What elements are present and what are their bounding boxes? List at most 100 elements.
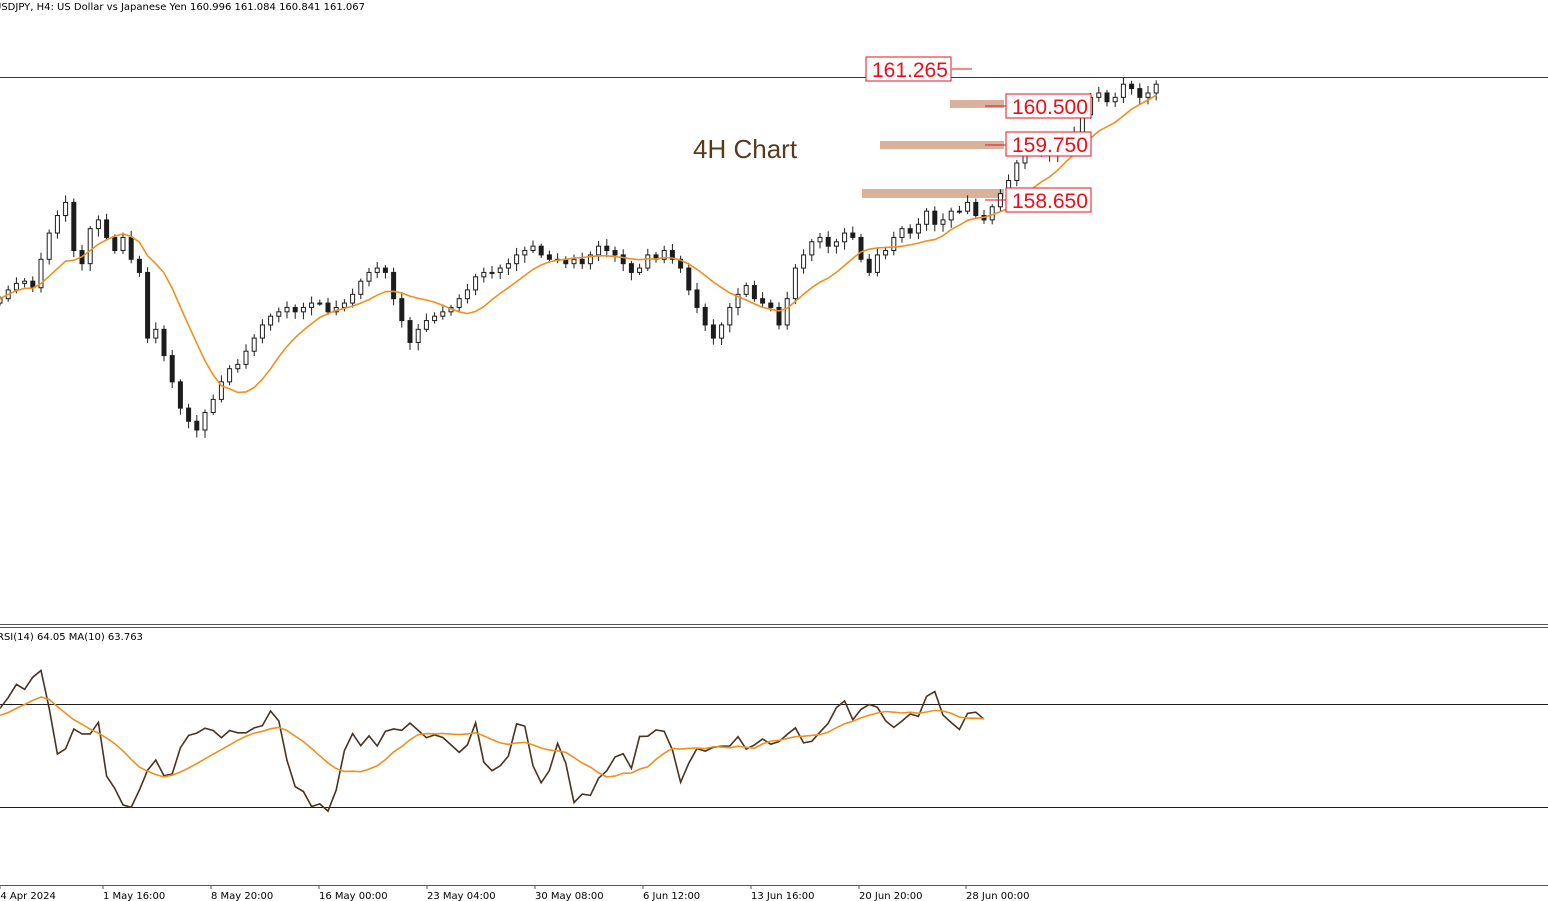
candle-body bbox=[546, 254, 552, 260]
time-tick-label: 13 Jun 16:00 bbox=[751, 891, 815, 901]
candle-body bbox=[751, 285, 757, 300]
candle-body bbox=[645, 254, 651, 269]
candle-body bbox=[300, 306, 306, 313]
chart-annotation: 4H Chart bbox=[693, 134, 798, 164]
candle-body bbox=[891, 236, 897, 252]
candle-body bbox=[95, 219, 101, 230]
candle-body bbox=[669, 250, 675, 260]
candle-body bbox=[63, 201, 69, 217]
level-label-160500: 160.500 bbox=[1012, 96, 1088, 119]
candle-body bbox=[284, 306, 290, 313]
candle-body bbox=[440, 311, 446, 317]
candle-body bbox=[538, 245, 544, 256]
candle-body bbox=[227, 368, 233, 383]
candle-body bbox=[251, 337, 257, 352]
candle-body bbox=[686, 267, 692, 291]
level-band-158650 bbox=[862, 189, 1004, 198]
candle-body bbox=[382, 267, 388, 273]
candle-body bbox=[399, 298, 405, 322]
candle-body bbox=[850, 232, 856, 238]
candle-body bbox=[350, 293, 356, 304]
candle-body bbox=[276, 311, 282, 317]
candle-body bbox=[87, 228, 93, 265]
candle-body bbox=[136, 258, 142, 273]
rsi-indicator-label: RSI(14) 64.05 MA(10) 63.763 bbox=[0, 632, 143, 643]
level-band-160500 bbox=[950, 100, 1004, 108]
candle-body bbox=[1145, 92, 1151, 98]
candle-body bbox=[743, 285, 749, 295]
time-tick-label: 8 May 20:00 bbox=[211, 891, 273, 901]
candle-body bbox=[858, 236, 864, 260]
candle-body bbox=[464, 289, 470, 300]
candle-body bbox=[423, 320, 429, 330]
candle-body bbox=[760, 298, 766, 304]
time-tick-label: 24 Apr 2024 bbox=[0, 891, 56, 901]
candle-body bbox=[374, 267, 380, 273]
candle-body bbox=[210, 398, 216, 413]
price-ma-line bbox=[0, 94, 1157, 394]
candle-body bbox=[530, 245, 536, 252]
candle-body bbox=[719, 324, 725, 339]
candle-body bbox=[71, 201, 77, 252]
candle-body bbox=[358, 280, 364, 295]
candle-body bbox=[604, 245, 610, 252]
candle-body bbox=[505, 263, 511, 269]
candle-body bbox=[792, 267, 798, 300]
candle-body bbox=[481, 271, 487, 278]
candle-body bbox=[177, 381, 183, 409]
candle-body bbox=[817, 236, 823, 243]
candle-body bbox=[38, 258, 44, 289]
candle-body bbox=[194, 420, 200, 431]
candle-body bbox=[907, 228, 913, 234]
candle-body bbox=[768, 302, 774, 308]
candle-body bbox=[456, 298, 462, 308]
candle-body bbox=[866, 258, 872, 273]
candle-body bbox=[104, 219, 110, 238]
candle-body bbox=[54, 215, 60, 234]
rsi-ma-line bbox=[0, 696, 985, 778]
candle-body bbox=[587, 254, 593, 265]
candle-body bbox=[612, 250, 618, 256]
candle-body bbox=[46, 232, 52, 260]
candle-body bbox=[243, 350, 249, 365]
candle-body bbox=[145, 271, 151, 339]
candle-body bbox=[366, 271, 372, 282]
candle-body bbox=[801, 254, 807, 269]
candle-body bbox=[710, 324, 716, 339]
level-box-159750 bbox=[1005, 131, 1092, 157]
candle-body bbox=[661, 250, 667, 260]
time-tick-label: 1 May 16:00 bbox=[103, 891, 165, 901]
candle-body bbox=[940, 219, 946, 225]
candle-body bbox=[473, 276, 479, 291]
candle-body bbox=[735, 293, 741, 308]
candlestick-series bbox=[0, 77, 1159, 438]
symbol-header: USDJPY, H4: US Dollar vs Japanese Yen 16… bbox=[0, 2, 365, 13]
candle-body bbox=[407, 320, 413, 343]
candle-body bbox=[341, 302, 347, 308]
level-box-158650 bbox=[1005, 187, 1092, 213]
candle-body bbox=[833, 241, 839, 247]
candle-body bbox=[776, 306, 782, 326]
time-tick-label: 6 Jun 12:00 bbox=[643, 891, 700, 901]
candle-body bbox=[579, 258, 585, 265]
candle-body bbox=[112, 236, 118, 252]
candle-body bbox=[932, 210, 938, 225]
candle-body bbox=[128, 236, 134, 260]
candle-body bbox=[956, 210, 962, 213]
candle-body bbox=[596, 245, 602, 256]
candle-body bbox=[169, 355, 175, 383]
candle-body bbox=[965, 201, 971, 212]
candle-body bbox=[202, 411, 208, 431]
candle-body bbox=[259, 324, 265, 339]
candle-body bbox=[628, 263, 634, 273]
time-axis: 24 Apr 2024 1 May 16:00 8 May 20:00 16 May … bbox=[0, 885, 1030, 901]
candle-body bbox=[268, 315, 274, 326]
candle-body bbox=[727, 306, 733, 326]
time-tick-label: 28 Jun 00:00 bbox=[966, 891, 1030, 901]
candle-body bbox=[1120, 83, 1126, 98]
candle-body bbox=[325, 302, 331, 313]
candle-body bbox=[317, 302, 323, 305]
candle-body bbox=[899, 228, 905, 238]
candle-body bbox=[497, 267, 503, 273]
candle-body bbox=[1129, 83, 1135, 90]
